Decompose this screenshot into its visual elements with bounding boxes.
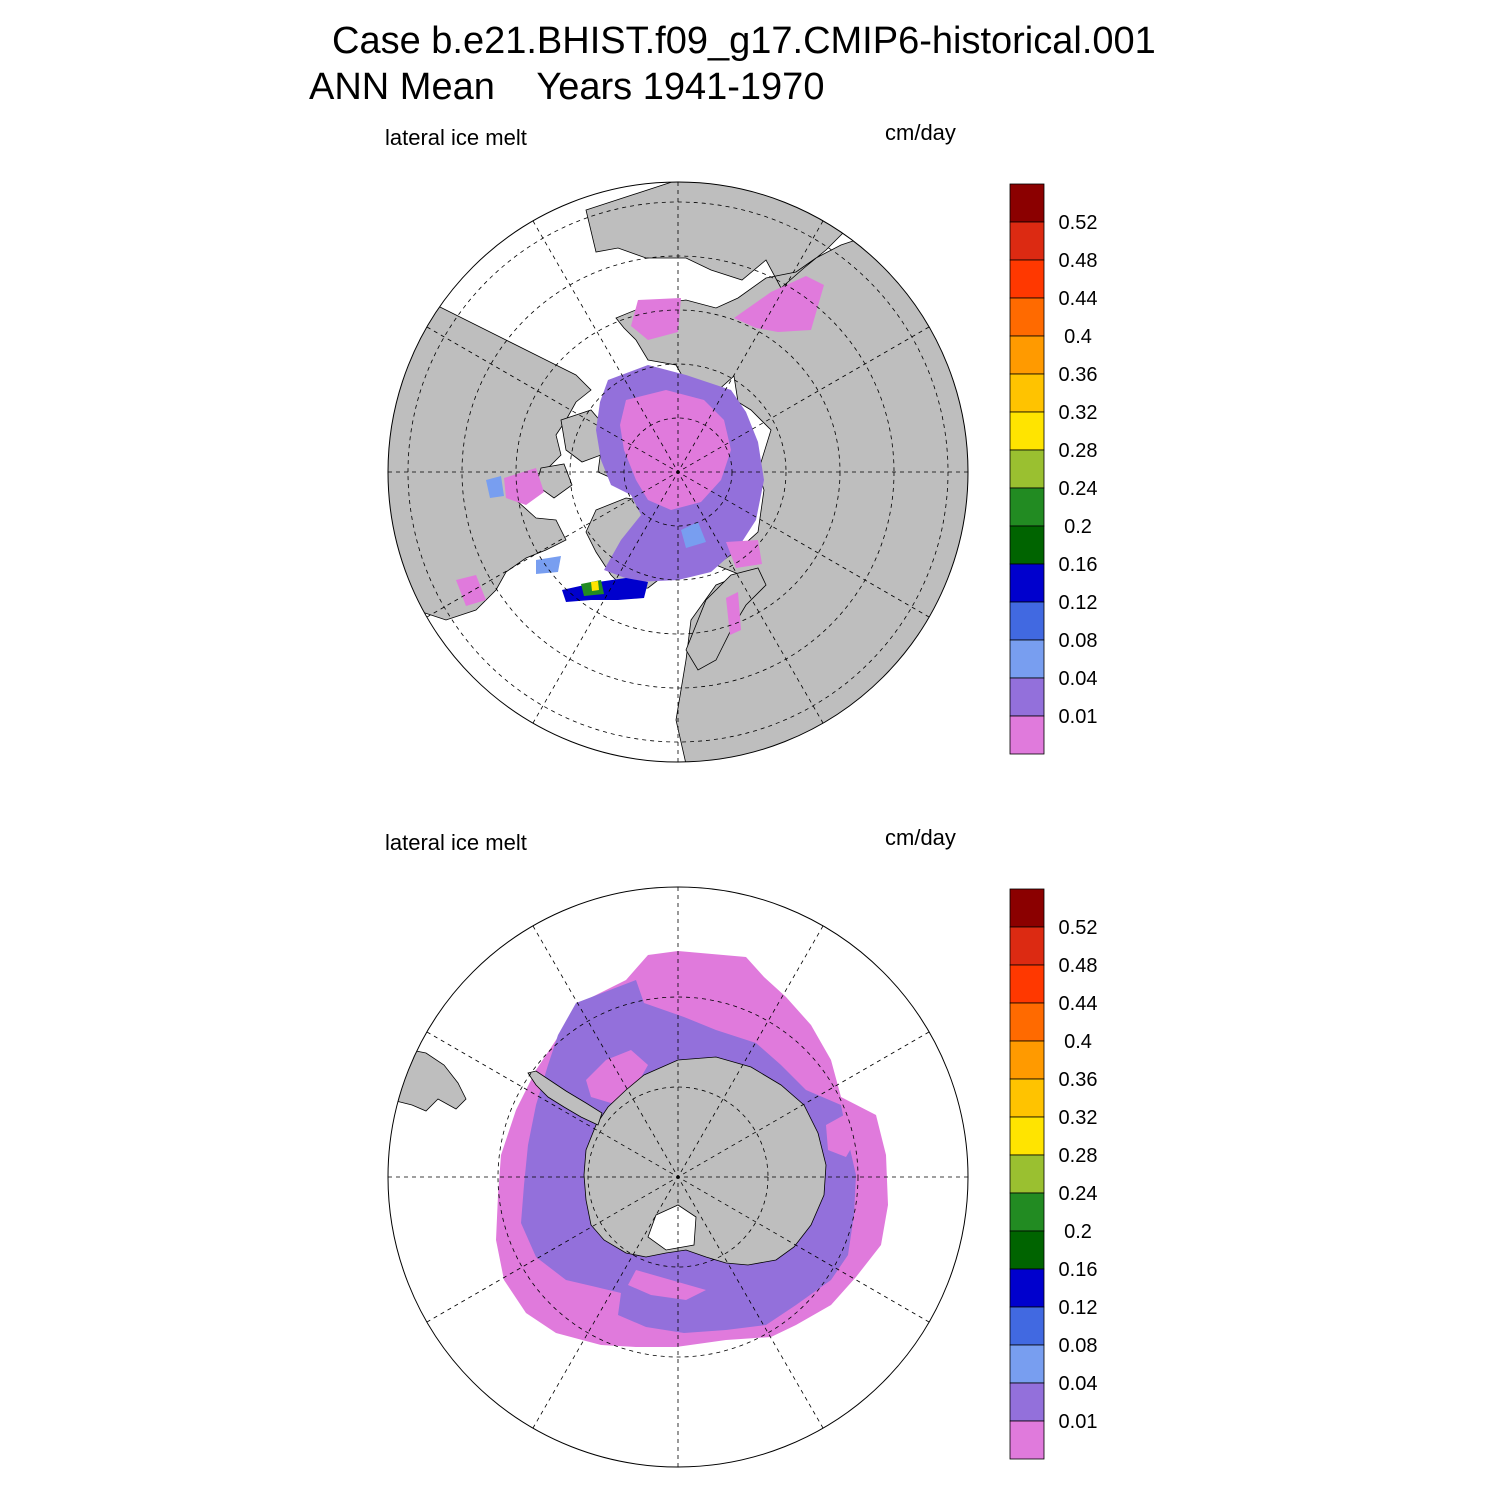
south-colorbar-box-9 [1009, 1230, 1045, 1270]
south-colorbar-box-13 [1009, 1382, 1045, 1422]
south-colorbar-box-8 [1009, 1192, 1045, 1232]
north-colorbar-box-6 [1009, 411, 1045, 451]
north-colorbar-label-9: 0.16 [1059, 554, 1098, 576]
north-colorbar-box-5 [1009, 373, 1045, 413]
north-ice-pink-baltic [726, 592, 741, 635]
south-colorbar-label-8: 0.2 [1064, 1221, 1092, 1243]
north-colorbar-box-8 [1009, 487, 1045, 527]
north-land-scandinavia [685, 567, 767, 671]
south-colorbar-label-3: 0.4 [1064, 1031, 1092, 1053]
panel2-variable-label: lateral ice melt [385, 830, 527, 855]
south-graticule [388, 887, 968, 1467]
north-colorbar-box-10 [1009, 563, 1045, 603]
north-ice-east-greenland-band [562, 578, 648, 602]
south-colorbar-label-6: 0.28 [1059, 1145, 1098, 1167]
north-colorbar-label-0: 0.52 [1059, 212, 1098, 234]
north-colorbar-box-3 [1009, 297, 1045, 337]
plot-title-line2: ANN Mean Years 1941-1970 [309, 66, 825, 108]
south-ice-pink-inner-ross [628, 1270, 706, 1300]
south-colorbar-label-1: 0.48 [1059, 955, 1098, 977]
south-colorbar-label-7: 0.24 [1059, 1183, 1098, 1205]
south-colorbar-label-11: 0.08 [1059, 1335, 1098, 1357]
north-colorbar-box-12 [1009, 639, 1045, 679]
north-colorbar-label-4: 0.36 [1059, 364, 1098, 386]
south-colorbar-box-6 [1009, 1116, 1045, 1156]
south-colorbar-box-1 [1009, 926, 1045, 966]
north-polar-map [387, 181, 969, 763]
north-colorbar-label-5: 0.32 [1059, 402, 1098, 424]
north-colorbar-box-14 [1009, 715, 1045, 755]
south-colorbar-box-10 [1009, 1268, 1045, 1308]
south-colorbar-box-0 [1009, 888, 1045, 928]
north-colorbar-box-4 [1009, 335, 1045, 375]
south-ice-pink-inner-east [826, 1115, 856, 1157]
south-colorbar-box-3 [1009, 1002, 1045, 1042]
north-ice-pink-hudson [504, 468, 544, 505]
north-colorbar-label-10: 0.12 [1059, 592, 1098, 614]
panel2-units-label: cm/day [885, 825, 956, 850]
panel1-variable-label: lateral ice melt [385, 125, 527, 150]
south-colorbar-box-11 [1009, 1306, 1045, 1346]
north-colorbar-label-6: 0.28 [1059, 440, 1098, 462]
north-colorbar-box-9 [1009, 525, 1045, 565]
south-colorbar-box-4 [1009, 1040, 1045, 1080]
north-colorbar-box-2 [1009, 259, 1045, 299]
north-colorbar-box-0 [1009, 183, 1045, 223]
north-colorbar-label-7: 0.24 [1059, 478, 1098, 500]
north-ice-pink-barents [726, 540, 762, 568]
north-colorbar-label-1: 0.48 [1059, 250, 1098, 272]
north-colorbar-box-11 [1009, 601, 1045, 641]
north-graticule [388, 182, 968, 762]
north-ice-pink-central [620, 390, 731, 510]
north-colorbar-box-13 [1009, 677, 1045, 717]
south-colorbar-label-4: 0.36 [1059, 1069, 1098, 1091]
south-land-antarctic-peninsula [527, 1070, 603, 1126]
south-colorbar-label-9: 0.16 [1059, 1259, 1098, 1281]
plot-title-line1: Case b.e21.BHIST.f09_g17.CMIP6-historica… [332, 20, 1156, 62]
south-colorbar: 0.52 0.48 0.44 0.4 0.36 0.32 0.28 0.24 0.2 0.16 0.… [1009, 888, 1098, 1460]
south-colorbar-box-5 [1009, 1078, 1045, 1118]
south-colorbar-box-7 [1009, 1154, 1045, 1194]
north-colorbar: 0.52 0.48 0.44 0.4 0.36 0.32 0.28 0.24 0.2 0.16 0.… [1009, 183, 1098, 755]
north-ice-pink-labrador [456, 575, 486, 606]
north-map-border [387, 181, 969, 763]
south-colorbar-box-2 [1009, 964, 1045, 1004]
north-colorbar-label-11: 0.08 [1059, 630, 1098, 652]
north-colorbar-label-3: 0.4 [1064, 326, 1092, 348]
north-ice-east-greenland-yellow [591, 581, 599, 591]
south-colorbar-label-12: 0.04 [1059, 1373, 1098, 1395]
north-colorbar-label-2: 0.44 [1059, 288, 1098, 310]
panel1-units-label: cm/day [885, 120, 956, 145]
south-colorbar-label-2: 0.44 [1059, 993, 1098, 1015]
north-colorbar-box-1 [1009, 221, 1045, 261]
south-map-border [387, 886, 969, 1468]
south-colorbar-box-12 [1009, 1344, 1045, 1384]
south-colorbar-label-13: 0.01 [1059, 1411, 1098, 1433]
south-polar-map [387, 886, 969, 1468]
north-colorbar-label-12: 0.04 [1059, 668, 1098, 690]
north-colorbar-box-7 [1009, 449, 1045, 489]
north-colorbar-label-13: 0.01 [1059, 706, 1098, 728]
south-colorbar-box-14 [1009, 1420, 1045, 1460]
north-ice-pink-bering [631, 298, 681, 340]
south-colorbar-label-5: 0.32 [1059, 1107, 1098, 1129]
south-colorbar-label-0: 0.52 [1059, 917, 1098, 939]
south-ross-shelf [647, 1204, 697, 1251]
north-ice-pink-okhotsk [734, 276, 824, 332]
south-colorbar-label-10: 0.12 [1059, 1297, 1098, 1319]
north-colorbar-label-8: 0.2 [1064, 516, 1092, 538]
